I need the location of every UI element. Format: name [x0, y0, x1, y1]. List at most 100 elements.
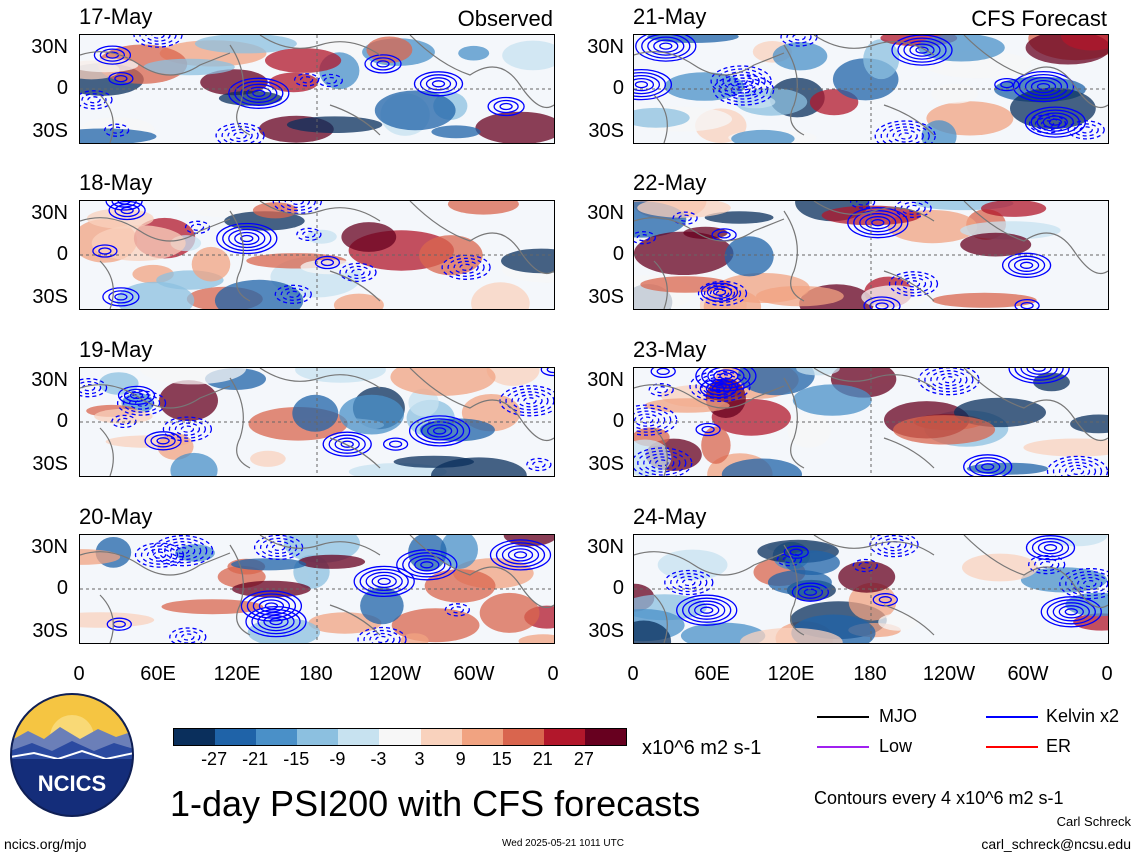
- coastline: [813, 35, 935, 56]
- coastline: [229, 377, 251, 469]
- colorbar-segment: [297, 729, 339, 745]
- kelvin-contour: [408, 555, 446, 575]
- kelvin-contour: [272, 201, 322, 215]
- panel-source-tag: CFS Forecast: [971, 6, 1107, 31]
- kelvin-contour: [108, 71, 134, 86]
- kelvin-contour: [695, 422, 721, 437]
- coastline: [813, 201, 935, 222]
- kelvin-contour: [382, 437, 409, 451]
- kelvin-contour: [1052, 602, 1090, 622]
- kelvin-contour: [425, 77, 452, 91]
- legend-label: ER: [1046, 736, 1072, 756]
- email[interactable]: carl_schreck@ncsu.edu: [981, 836, 1131, 852]
- kelvin-contour: [906, 204, 920, 213]
- kelvin-contour: [1043, 544, 1058, 552]
- kelvin-contour: [1067, 120, 1105, 140]
- kelvin-contour: [320, 258, 335, 267]
- anomaly-shading: [191, 246, 231, 282]
- coastline: [634, 551, 785, 576]
- kelvin-contour: [636, 234, 650, 242]
- kelvin-contour: [930, 370, 968, 390]
- lon-tick-label: 180: [299, 663, 333, 685]
- kelvin-contour: [1070, 467, 1085, 476]
- anomaly-shading: [1020, 567, 1108, 593]
- lat-tick-label: 30N: [31, 369, 68, 391]
- anomaly-shading: [98, 372, 139, 395]
- anomaly-shading: [787, 412, 831, 448]
- coastline: [634, 384, 785, 409]
- anomaly-shading: [393, 455, 474, 468]
- anomaly-shading: [80, 612, 155, 628]
- coastline: [653, 94, 668, 143]
- kelvin-contour: [120, 206, 134, 215]
- kelvin-contour: [875, 302, 889, 309]
- anomaly-shading: [981, 201, 1047, 217]
- psi200-map-panel: [79, 534, 555, 644]
- colorbar-segment: [215, 729, 257, 745]
- kelvin-contour: [253, 535, 304, 561]
- kelvin-contour: [936, 373, 962, 387]
- kelvin-contour: [634, 413, 660, 427]
- anomaly-shading: [91, 225, 186, 261]
- kelvin-contour: [414, 558, 440, 572]
- kelvin-contour: [108, 290, 134, 304]
- kelvin-contour: [314, 255, 341, 270]
- anomaly-shading: [424, 569, 496, 603]
- kelvin-contour: [847, 207, 909, 239]
- kelvin-contour: [507, 548, 534, 562]
- kelvin-contour: [274, 284, 312, 304]
- kelvin-contour: [1030, 109, 1080, 135]
- kelvin-contour: [678, 214, 692, 222]
- kelvin-contour: [655, 459, 669, 467]
- anomaly-shading: [232, 580, 311, 598]
- anomaly-shading: [634, 107, 690, 128]
- contours-note: Contours every 4 x10^6 m2 s-1: [814, 788, 1064, 808]
- kelvin-contour: [903, 40, 941, 60]
- kelvin-contour: [511, 391, 549, 411]
- kelvin-contour: [730, 83, 757, 97]
- kelvin-contour: [114, 293, 128, 301]
- kelvin-contour: [351, 268, 365, 277]
- kelvin-contour: [139, 35, 177, 45]
- kelvin-contour: [228, 77, 290, 109]
- coastline: [963, 35, 1108, 109]
- kelvin-contour: [888, 271, 939, 297]
- kelvin-contour: [145, 35, 171, 42]
- anomaly-shading: [737, 368, 815, 396]
- anomaly-shading: [736, 95, 776, 109]
- kelvin-contour: [169, 627, 207, 643]
- anomaly-shading: [721, 458, 802, 476]
- kelvin-contour: [408, 415, 471, 447]
- kelvin-contour: [228, 228, 266, 249]
- coastline: [634, 217, 785, 242]
- coastline: [329, 104, 381, 136]
- anomaly-shading: [292, 394, 339, 432]
- kelvin-contour: [117, 385, 156, 406]
- legend-line-swatch: [817, 716, 869, 718]
- kelvin-contour: [783, 545, 809, 559]
- kelvin-contour: [640, 416, 654, 424]
- panel-date-label: 24-May: [633, 504, 707, 529]
- anomaly-shading: [792, 384, 872, 416]
- kelvin-contour: [376, 60, 390, 68]
- lat-tick-label: 0: [56, 410, 68, 432]
- kelvin-contour: [909, 43, 935, 57]
- anomaly-shading: [1045, 535, 1108, 547]
- anomaly-shading: [863, 39, 900, 80]
- anomaly-shading: [1061, 35, 1108, 51]
- kelvin-contour: [647, 36, 685, 56]
- anomaly-shading: [878, 613, 918, 631]
- kelvin-contour: [190, 223, 205, 231]
- kelvin-contour: [152, 551, 167, 559]
- kelvin-contour: [80, 381, 102, 395]
- kelvin-contour: [402, 552, 452, 578]
- kelvin-contour: [637, 450, 687, 476]
- kelvin-contour: [129, 391, 144, 400]
- timestamp: Wed 2025-05-21 1011 UTC: [502, 838, 624, 849]
- kelvin-contour: [140, 545, 179, 565]
- kelvin-contour: [852, 558, 878, 573]
- kelvin-contour: [259, 537, 298, 558]
- kelvin-contour: [246, 86, 272, 100]
- kelvin-contour: [240, 234, 254, 243]
- website-link[interactable]: ncics.org/mjo: [4, 836, 87, 852]
